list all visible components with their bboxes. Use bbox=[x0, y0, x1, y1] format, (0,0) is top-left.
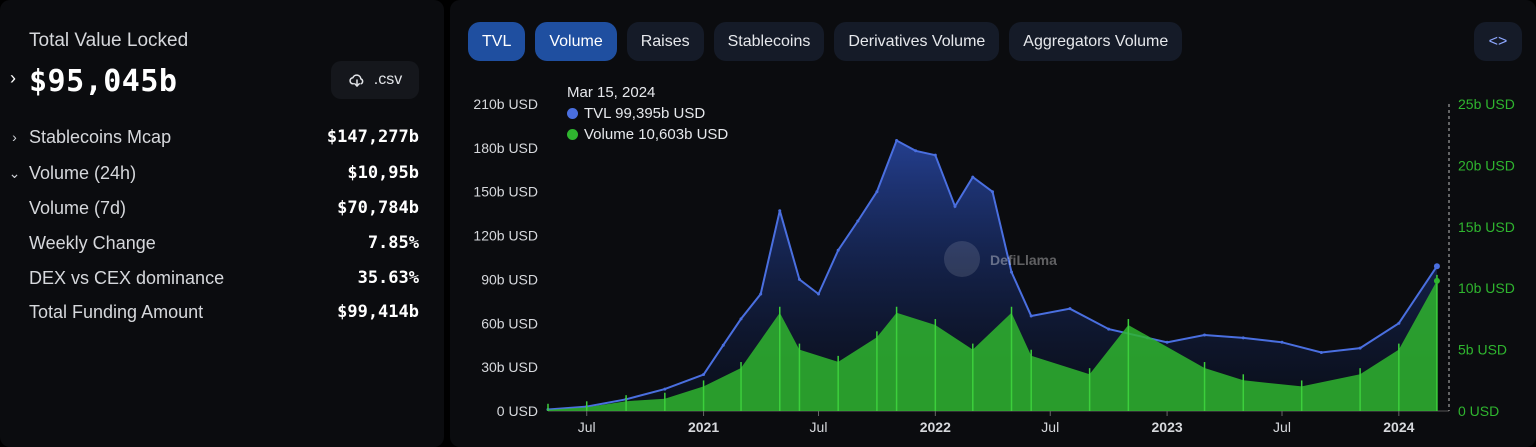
stat-label: Weekly Change bbox=[29, 232, 156, 253]
chart-tooltip: Mar 15, 2024 TVL 99,395b USD Volume 10,6… bbox=[567, 84, 728, 147]
chart-tabs: TVL Volume Raises Stablecoins Derivative… bbox=[468, 22, 1183, 61]
cloud-download-icon bbox=[349, 74, 364, 87]
tab-aggregators-volume[interactable]: Aggregators Volume bbox=[1009, 22, 1183, 61]
stat-label: Total Funding Amount bbox=[29, 301, 204, 322]
stat-row-volume-7d: Volume (7d) $70,784b bbox=[0, 193, 430, 223]
tab-raises[interactable]: Raises bbox=[626, 22, 704, 61]
stat-value: 35.63% bbox=[357, 268, 419, 288]
chevron-right-icon[interactable]: › bbox=[10, 68, 16, 88]
stat-value: $70,784b bbox=[337, 198, 419, 218]
stat-value: $10,95b bbox=[347, 163, 419, 183]
stat-value: $99,414b bbox=[337, 302, 419, 322]
stat-row-volume-24h[interactable]: ⌄ Volume (24h) $10,95b bbox=[0, 158, 430, 188]
stat-value: $147,277b bbox=[326, 127, 419, 147]
tooltip-tvl: TVL 99,395b USD bbox=[584, 105, 706, 122]
chevron-right-icon: › bbox=[12, 129, 17, 145]
embed-button[interactable]: <> bbox=[1474, 22, 1522, 61]
stat-value: 7.85% bbox=[367, 233, 419, 253]
tvl-legend-dot bbox=[567, 108, 578, 119]
tab-derivatives-volume[interactable]: Derivatives Volume bbox=[834, 22, 1000, 61]
stat-label: Stablecoins Mcap bbox=[29, 126, 172, 147]
summary-panel: › Total Value Locked $95,045b .csv › Sta… bbox=[0, 0, 444, 447]
stat-label: DEX vs CEX dominance bbox=[29, 267, 225, 288]
stat-label: Volume (24h) bbox=[29, 162, 137, 183]
tab-volume[interactable]: Volume bbox=[535, 22, 617, 61]
volume-legend-dot bbox=[567, 129, 578, 140]
tooltip-volume: Volume 10,603b USD bbox=[584, 126, 729, 143]
tooltip-date: Mar 15, 2024 bbox=[567, 84, 656, 101]
chevron-down-icon: ⌄ bbox=[8, 164, 21, 181]
tvl-label: Total Value Locked bbox=[29, 30, 189, 51]
csv-label: .csv bbox=[373, 71, 403, 88]
stat-row-weekly-change: Weekly Change 7.85% bbox=[0, 228, 430, 258]
code-brackets-icon: <> bbox=[1488, 32, 1508, 50]
stat-row-funding: Total Funding Amount $99,414b bbox=[0, 297, 430, 327]
stat-row-dex-cex: DEX vs CEX dominance 35.63% bbox=[0, 263, 430, 293]
download-csv-button[interactable]: .csv bbox=[331, 61, 419, 99]
tvl-value: $95,045b bbox=[29, 64, 178, 99]
stat-row-stablecoins[interactable]: › Stablecoins Mcap $147,277b bbox=[0, 122, 430, 152]
tab-stablecoins[interactable]: Stablecoins bbox=[713, 22, 825, 61]
tab-tvl[interactable]: TVL bbox=[468, 22, 526, 61]
chart-panel: TVL Volume Raises Stablecoins Derivative… bbox=[450, 0, 1536, 447]
stat-label: Volume (7d) bbox=[29, 197, 127, 218]
